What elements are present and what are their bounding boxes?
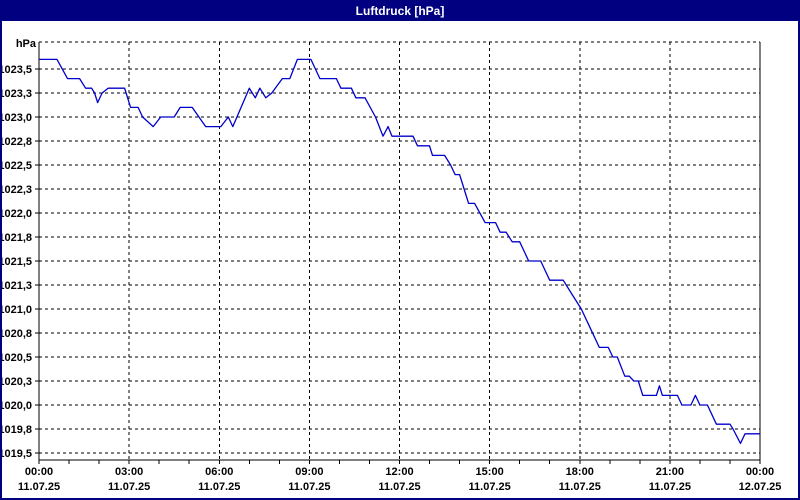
- x-tick-time: 03:00: [115, 466, 143, 478]
- y-tick-label: 1023,3: [0, 88, 32, 100]
- y-tick-label: 1022,3: [0, 184, 32, 196]
- y-tick-label: 1020,5: [0, 352, 32, 364]
- y-tick-label: 1020,8: [0, 328, 32, 340]
- title-bar: Luftdruck [hPa]: [2, 2, 798, 21]
- y-tick-label: 1023,0: [0, 112, 32, 124]
- x-tick-date: 11.07.25: [198, 481, 240, 493]
- x-tick-time: 21:00: [656, 466, 684, 478]
- y-tick-label: 1019,8: [0, 424, 32, 436]
- y-tick-label: 1023,5: [0, 64, 32, 76]
- x-tick-date: 11.07.25: [649, 481, 691, 493]
- x-tick-time: 18:00: [566, 466, 594, 478]
- pressure-series-line: [39, 58, 760, 445]
- x-tick-date: 11.07.25: [108, 481, 150, 493]
- x-tick-date: 11.07.25: [378, 481, 420, 493]
- x-tick-time: 00:00: [746, 466, 774, 478]
- y-axis-unit-label: hPa: [16, 38, 37, 50]
- y-tick-label: 1020,0: [0, 400, 32, 412]
- y-tick-label: 1021,5: [0, 256, 32, 268]
- x-tick-date: 11.07.25: [469, 481, 511, 493]
- y-tick-label: 1021,0: [0, 304, 32, 316]
- x-tick-date: 12.07.25: [739, 481, 782, 493]
- chart-title: Luftdruck [hPa]: [355, 3, 445, 18]
- x-tick-time: 12:00: [385, 466, 413, 478]
- y-tick-label: 1021,8: [0, 232, 32, 244]
- x-tick-date: 11.07.25: [18, 481, 60, 493]
- x-tick-date: 11.07.25: [288, 481, 330, 493]
- x-tick-date: 11.07.25: [559, 481, 601, 493]
- y-tick-label: 1022,8: [0, 136, 32, 148]
- x-tick-time: 15:00: [476, 466, 504, 478]
- y-tick-label: 1020,3: [0, 376, 32, 388]
- y-tick-label: 1022,0: [0, 208, 32, 220]
- x-tick-time: 00:00: [25, 466, 53, 478]
- y-tick-label: 1022,5: [0, 160, 32, 172]
- y-tick-label: 1021,3: [0, 280, 32, 292]
- y-tick-label: 1019,5: [0, 448, 32, 460]
- x-tick-time: 09:00: [295, 466, 323, 478]
- x-tick-time: 06:00: [205, 466, 233, 478]
